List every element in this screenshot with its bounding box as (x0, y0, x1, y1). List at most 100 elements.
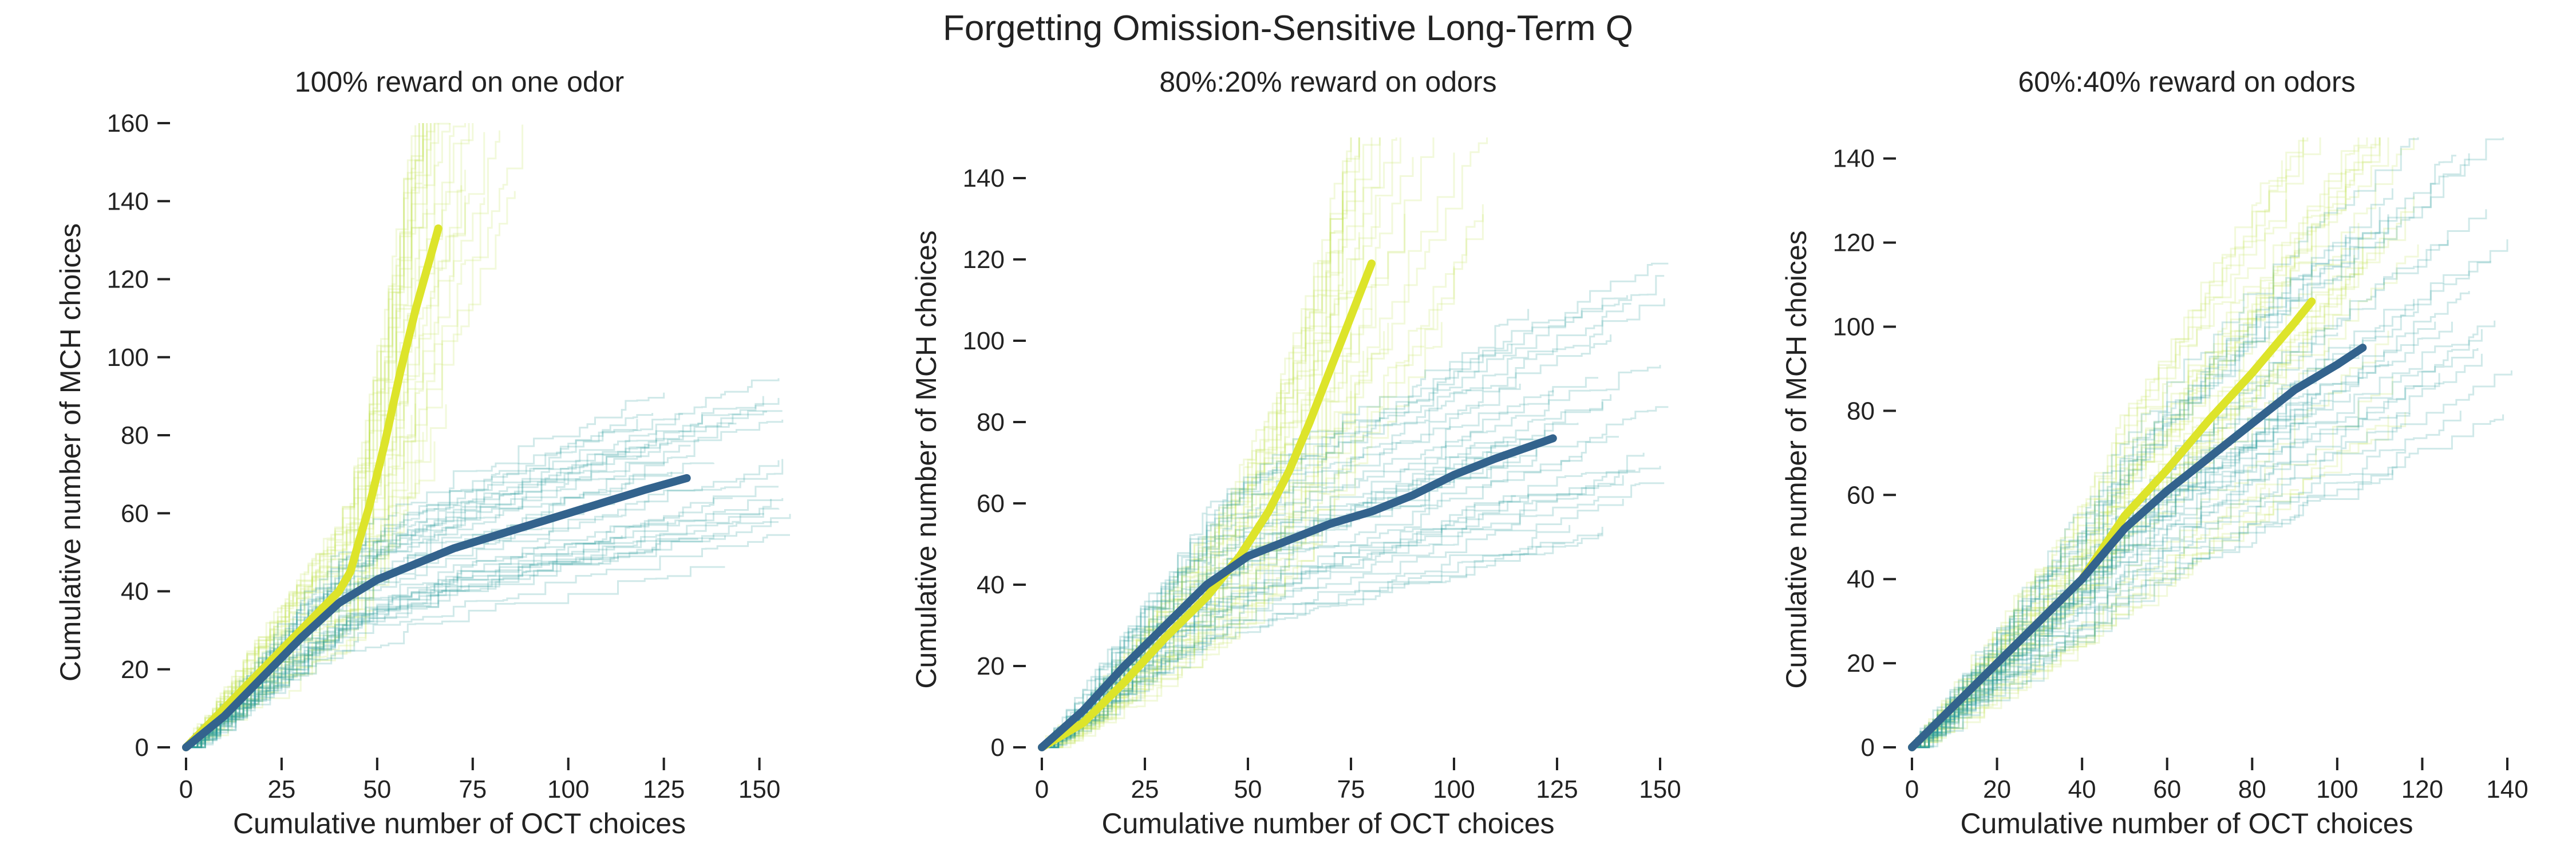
trace-line (1042, 137, 1360, 748)
trace-line (1042, 510, 1332, 748)
mean-line-2 (182, 474, 691, 751)
trace-line (1042, 322, 1443, 748)
trace-line (1912, 199, 2287, 748)
panel-title: 100% reward on one odor (295, 66, 624, 98)
trace-line (1042, 499, 1624, 748)
trace-line (1912, 291, 2470, 748)
trace-line (186, 123, 451, 748)
trace-line (1912, 137, 2381, 748)
trace-line (1042, 152, 1455, 748)
panel-3: 0 20 40 60 80 100 120 140 0 20 40 60 80 100 120 140 Cumu… (1780, 66, 2528, 840)
trace-line (1912, 415, 2389, 748)
trace-line (186, 185, 463, 748)
y-tick-label: 140 (107, 187, 149, 215)
y-tick-label: 160 (107, 109, 149, 137)
trace-line (1042, 157, 1414, 748)
trace-line (1912, 214, 2389, 748)
trace-line (1042, 525, 1571, 748)
trace-line (186, 507, 780, 748)
panel-1: 0 25 50 75 100 125 150 0 20 40 60 80 100 120 140 160 Cum… (54, 66, 791, 840)
y-tick-label: 140 (963, 164, 1005, 192)
trace-line (1042, 137, 1381, 748)
trace-line (186, 498, 784, 748)
y-tick-label: 80 (121, 421, 149, 450)
trace-line (1912, 353, 2483, 748)
trace-line (1042, 262, 1669, 748)
trace-line (186, 123, 440, 748)
trace-line (186, 538, 698, 748)
trace-line (1042, 137, 1373, 748)
trace-line (1042, 401, 1603, 748)
trace-line (186, 410, 783, 748)
mean-line-2 (1908, 344, 2367, 751)
y-tick-label: 100 (107, 344, 149, 372)
trace-line (1042, 214, 1406, 748)
y-tick-label: 60 (1847, 481, 1875, 509)
trace-line (186, 123, 424, 748)
trace-line (1042, 137, 1488, 748)
trace-line (1912, 244, 2419, 748)
trace-line (186, 123, 424, 748)
y-tick-label: 0 (135, 734, 149, 762)
trace-line (186, 462, 714, 748)
trace-line (186, 546, 615, 748)
x-tick-label: 100 (547, 775, 589, 803)
trace-line (186, 535, 623, 748)
trace-line (1912, 489, 2299, 748)
y-tick-label: 60 (121, 499, 149, 527)
trace-line (186, 460, 780, 748)
trace-line (186, 124, 524, 748)
trace-line (186, 123, 474, 748)
trace-line (1042, 278, 1344, 748)
trace-line (186, 459, 784, 748)
trace-line (1912, 409, 2304, 748)
individual-traces (1042, 137, 1669, 748)
trace-line (1042, 309, 1530, 748)
trace-line (1912, 396, 2313, 748)
y-tick-label: 140 (1833, 145, 1875, 173)
y-tick-label: 80 (977, 408, 1005, 436)
trace-line (1042, 214, 1484, 748)
trace-line (1912, 228, 2398, 748)
trace-line (1912, 137, 2321, 748)
trace-line (1042, 470, 1635, 748)
x-tick-label: 140 (2486, 775, 2528, 803)
trace-line (186, 123, 424, 748)
trace-line (186, 378, 780, 748)
y-axis-label: Cumulative number of MCH choices (1780, 230, 1812, 688)
y-tick-label: 0 (991, 734, 1005, 762)
y-tick-label: 120 (107, 266, 149, 294)
trace-line (186, 125, 417, 748)
x-tick-label: 50 (363, 775, 391, 803)
trace-line (186, 432, 424, 748)
trace-line (1912, 413, 2411, 748)
trace-line (1042, 200, 1344, 748)
trace-line (1042, 137, 1381, 748)
trace-line (186, 534, 790, 748)
figure-title: Forgetting Omission-Sensitive Long-Term … (942, 9, 1633, 48)
trace-line (186, 123, 451, 748)
trace-line (186, 513, 764, 748)
y-tick-label: 100 (963, 327, 1005, 355)
trace-line (1042, 137, 1352, 748)
trace-line (1912, 155, 2456, 748)
trace-line (1912, 329, 2483, 748)
trace-line (1912, 487, 2270, 748)
trace-line (1912, 393, 2321, 748)
trace-line (1912, 412, 2407, 748)
trace-line (1042, 350, 1365, 748)
x-tick-label: 0 (1905, 775, 1919, 803)
trace-line (1042, 266, 1455, 748)
trace-line (1042, 137, 1360, 748)
trace-line (1912, 209, 2487, 748)
trace-line (1912, 321, 2436, 748)
trace-line (1042, 391, 1352, 748)
y-tick-label: 100 (1833, 313, 1875, 341)
trace-line (186, 413, 683, 748)
trace-line (186, 123, 436, 748)
trace-line (1912, 137, 2419, 748)
trace-line (1912, 188, 2393, 748)
trace-line (186, 404, 447, 748)
